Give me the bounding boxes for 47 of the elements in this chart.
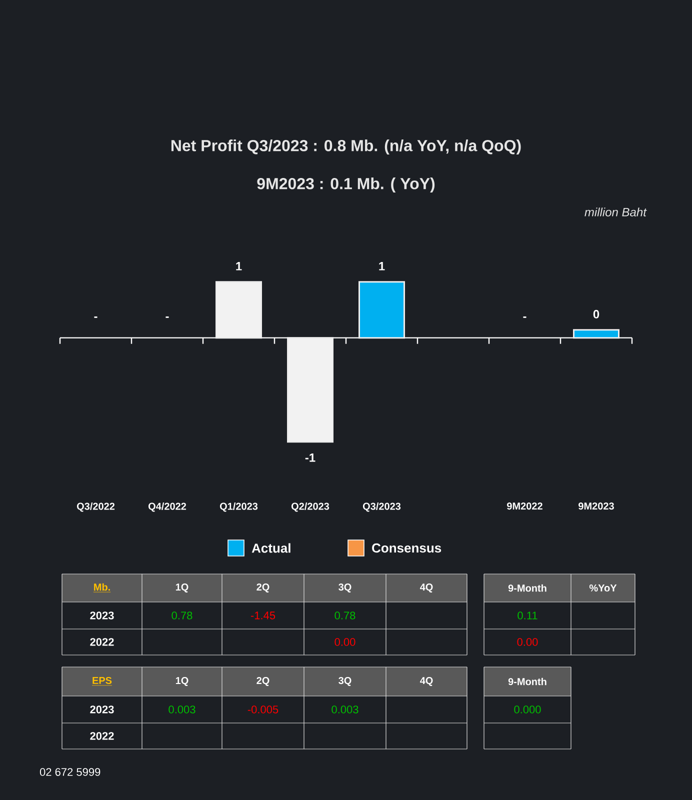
text: -1.45 (250, 612, 276, 620)
data-label: 1 (379, 262, 385, 270)
text: 0.78 (172, 612, 192, 620)
text: 0.00 (334, 638, 356, 646)
text: 0.00 (517, 638, 538, 646)
text: Mb. (94, 583, 110, 591)
data-label: 0 (593, 310, 600, 318)
text: %YoY (589, 584, 617, 592)
text: 0.003 (168, 706, 196, 714)
chart-subtitle: 9M2023 : 0.1 Mb. ( YoY) (257, 178, 435, 192)
x-tick-label: Q2/2023 (291, 502, 330, 512)
text: 2023 (90, 706, 114, 714)
text: 3Q (338, 677, 352, 686)
data-label: -1 (305, 453, 316, 462)
text: 9-Month (508, 678, 546, 686)
text: EPS (92, 676, 112, 684)
text: 4Q (420, 677, 433, 686)
text: 1Q (176, 677, 188, 686)
x-tick-label: Q3/2023 (362, 502, 401, 512)
text: 2Q (256, 584, 270, 592)
text: - (166, 316, 169, 318)
text: 4Q (420, 584, 433, 592)
text: 0.003 (332, 706, 358, 714)
chart-title: Net Profit Q3/2023 : 0.8 Mb. (n/a YoY, n/a QoQ) (171, 140, 521, 154)
x-tick-label: Q3/2022 (76, 502, 115, 512)
text: - (523, 316, 526, 318)
x-tick-label: 9M2023 (578, 502, 614, 510)
text: million Baht (584, 208, 647, 216)
text: -0.005 (248, 706, 278, 714)
text: 0.000 (514, 706, 541, 714)
legend-label: Actual (252, 543, 290, 553)
text: 0.78 (334, 612, 356, 620)
text: 1Q (176, 584, 188, 592)
x-tick-label: Q4/2022 (148, 502, 186, 512)
text: 2022 (90, 638, 114, 646)
text: 2023 (90, 612, 114, 620)
text: - (94, 316, 98, 318)
data-label: 1 (236, 262, 242, 270)
text: 9-Month (508, 584, 546, 592)
text: 3Q (338, 584, 352, 592)
legend-label: Consensus (372, 543, 442, 553)
text: 0.11 (518, 612, 538, 620)
text: 02 672 5999 (40, 768, 100, 776)
x-tick-label: Q1/2023 (220, 502, 258, 512)
text: 2022 (90, 732, 114, 740)
text: 2Q (256, 677, 270, 686)
x-tick-label: 9M2022 (507, 502, 542, 510)
